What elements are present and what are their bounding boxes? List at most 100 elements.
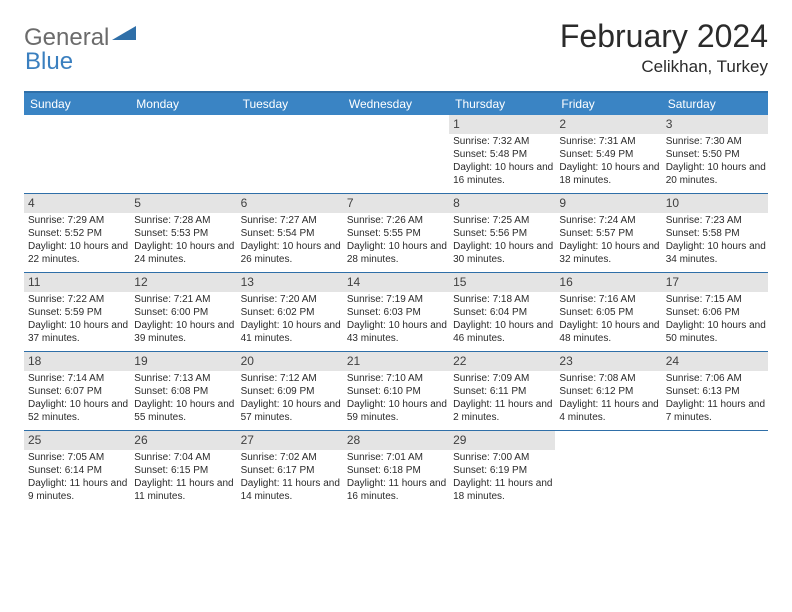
day-cell: 15Sunrise: 7:18 AMSunset: 6:04 PMDayligh… xyxy=(449,273,555,351)
sunset-text: Sunset: 5:55 PM xyxy=(345,228,447,241)
brand-triangle-icon xyxy=(112,24,138,47)
day-number: 8 xyxy=(453,196,551,211)
daylight-text: Daylight: 11 hours and 7 minutes. xyxy=(664,399,766,425)
day-number: 4 xyxy=(28,196,126,211)
day-cell xyxy=(662,431,768,509)
day-number: 1 xyxy=(453,117,551,132)
sunset-text: Sunset: 5:58 PM xyxy=(664,228,766,241)
day-number: 7 xyxy=(347,196,445,211)
sunset-text: Sunset: 6:09 PM xyxy=(239,386,341,399)
day-number-bar: 28 xyxy=(343,431,449,450)
weekday-header: Tuesday xyxy=(237,93,343,115)
day-number-bar: 5 xyxy=(130,194,236,213)
daylight-text: Daylight: 11 hours and 14 minutes. xyxy=(239,478,341,504)
daylight-text: Daylight: 10 hours and 32 minutes. xyxy=(557,241,659,267)
day-cell: 18Sunrise: 7:14 AMSunset: 6:07 PMDayligh… xyxy=(24,352,130,430)
sunrise-text: Sunrise: 7:27 AM xyxy=(239,215,341,228)
sunrise-text: Sunrise: 7:16 AM xyxy=(557,294,659,307)
weekday-header: Thursday xyxy=(449,93,555,115)
day-number: 9 xyxy=(559,196,657,211)
daylight-text: Daylight: 10 hours and 46 minutes. xyxy=(451,320,553,346)
sunrise-text: Sunrise: 7:29 AM xyxy=(26,215,128,228)
day-cell: 25Sunrise: 7:05 AMSunset: 6:14 PMDayligh… xyxy=(24,431,130,509)
day-number: 24 xyxy=(666,354,764,369)
day-number-bar: 29 xyxy=(449,431,555,450)
sunset-text: Sunset: 5:57 PM xyxy=(557,228,659,241)
day-cell: 21Sunrise: 7:10 AMSunset: 6:10 PMDayligh… xyxy=(343,352,449,430)
day-number-bar: 22 xyxy=(449,352,555,371)
daylight-text: Daylight: 10 hours and 24 minutes. xyxy=(132,241,234,267)
day-cell xyxy=(130,115,236,193)
sunrise-text: Sunrise: 7:00 AM xyxy=(451,452,553,465)
day-cell: 24Sunrise: 7:06 AMSunset: 6:13 PMDayligh… xyxy=(662,352,768,430)
day-number-bar: 17 xyxy=(662,273,768,292)
sunset-text: Sunset: 5:54 PM xyxy=(239,228,341,241)
day-cell: 1Sunrise: 7:32 AMSunset: 5:48 PMDaylight… xyxy=(449,115,555,193)
daylight-text: Daylight: 10 hours and 59 minutes. xyxy=(345,399,447,425)
daylight-text: Daylight: 10 hours and 20 minutes. xyxy=(664,162,766,188)
day-number-bar: 10 xyxy=(662,194,768,213)
daylight-text: Daylight: 10 hours and 28 minutes. xyxy=(345,241,447,267)
day-cell: 9 Sunrise: 7:24 AMSunset: 5:57 PMDaylight… xyxy=(555,194,661,272)
day-number-bar: 20 xyxy=(237,352,343,371)
day-number-bar: 18 xyxy=(24,352,130,371)
sunrise-text: Sunrise: 7:13 AM xyxy=(132,373,234,386)
sunrise-text: Sunrise: 7:08 AM xyxy=(557,373,659,386)
daylight-text: Daylight: 10 hours and 18 minutes. xyxy=(557,162,659,188)
day-number-bar: 6 xyxy=(237,194,343,213)
sunset-text: Sunset: 5:49 PM xyxy=(557,149,659,162)
weekday-header: Monday xyxy=(130,93,236,115)
day-number-bar xyxy=(343,115,449,134)
sunset-text: Sunset: 5:48 PM xyxy=(451,149,553,162)
day-cell: 12Sunrise: 7:21 AMSunset: 6:00 PMDayligh… xyxy=(130,273,236,351)
day-number-bar: 16 xyxy=(555,273,661,292)
week-row: 18Sunrise: 7:14 AMSunset: 6:07 PMDayligh… xyxy=(24,351,768,430)
sunrise-text: Sunrise: 7:24 AM xyxy=(557,215,659,228)
day-number xyxy=(559,433,657,448)
day-number: 2 xyxy=(559,117,657,132)
sunset-text: Sunset: 6:04 PM xyxy=(451,307,553,320)
day-number: 25 xyxy=(28,433,126,448)
day-cell: 28Sunrise: 7:01 AMSunset: 6:18 PMDayligh… xyxy=(343,431,449,509)
day-number-bar: 11 xyxy=(24,273,130,292)
weekday-header: Friday xyxy=(555,93,661,115)
day-cell: 6Sunrise: 7:27 AMSunset: 5:54 PMDaylight… xyxy=(237,194,343,272)
day-number-bar: 19 xyxy=(130,352,236,371)
sunrise-text: Sunrise: 7:19 AM xyxy=(345,294,447,307)
day-number: 20 xyxy=(241,354,339,369)
daylight-text: Daylight: 11 hours and 4 minutes. xyxy=(557,399,659,425)
week-row: 1Sunrise: 7:32 AMSunset: 5:48 PMDaylight… xyxy=(24,115,768,193)
sunrise-text: Sunrise: 7:05 AM xyxy=(26,452,128,465)
weekday-header: Wednesday xyxy=(343,93,449,115)
weekday-header: Sunday xyxy=(24,93,130,115)
day-number-bar: 2 xyxy=(555,115,661,134)
sunset-text: Sunset: 6:06 PM xyxy=(664,307,766,320)
day-number: 29 xyxy=(453,433,551,448)
day-number: 26 xyxy=(134,433,232,448)
day-number: 13 xyxy=(241,275,339,290)
daylight-text: Daylight: 11 hours and 2 minutes. xyxy=(451,399,553,425)
day-number-bar: 14 xyxy=(343,273,449,292)
day-number-bar: 4 xyxy=(24,194,130,213)
day-number: 17 xyxy=(666,275,764,290)
day-cell: 5Sunrise: 7:28 AMSunset: 5:53 PMDaylight… xyxy=(130,194,236,272)
sunrise-text: Sunrise: 7:20 AM xyxy=(239,294,341,307)
sunset-text: Sunset: 6:15 PM xyxy=(132,465,234,478)
daylight-text: Daylight: 10 hours and 43 minutes. xyxy=(345,320,447,346)
sunset-text: Sunset: 6:11 PM xyxy=(451,386,553,399)
day-cell: 27Sunrise: 7:02 AMSunset: 6:17 PMDayligh… xyxy=(237,431,343,509)
sunrise-text: Sunrise: 7:01 AM xyxy=(345,452,447,465)
weeks-container: 1Sunrise: 7:32 AMSunset: 5:48 PMDaylight… xyxy=(24,115,768,509)
day-number-bar: 3 xyxy=(662,115,768,134)
daylight-text: Daylight: 10 hours and 57 minutes. xyxy=(239,399,341,425)
day-number-bar xyxy=(662,431,768,450)
sunrise-text: Sunrise: 7:21 AM xyxy=(132,294,234,307)
day-number: 15 xyxy=(453,275,551,290)
daylight-text: Daylight: 10 hours and 39 minutes. xyxy=(132,320,234,346)
day-number-bar: 21 xyxy=(343,352,449,371)
sunset-text: Sunset: 6:05 PM xyxy=(557,307,659,320)
day-number-bar: 27 xyxy=(237,431,343,450)
day-cell: 29Sunrise: 7:00 AMSunset: 6:19 PMDayligh… xyxy=(449,431,555,509)
sunrise-text: Sunrise: 7:10 AM xyxy=(345,373,447,386)
calendar-page: General February 2024 Celikhan, Turkey B… xyxy=(0,0,792,527)
